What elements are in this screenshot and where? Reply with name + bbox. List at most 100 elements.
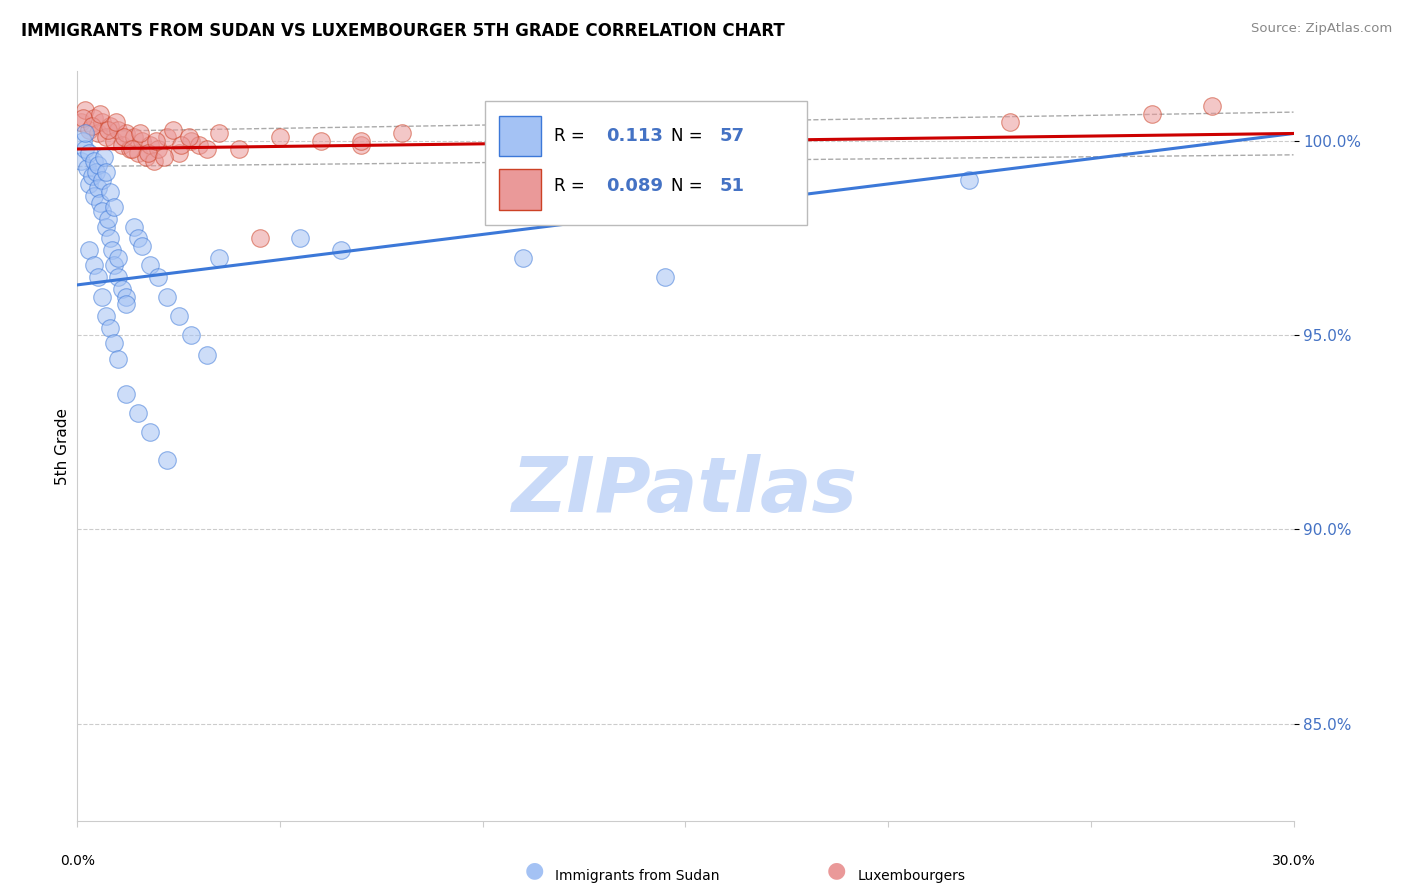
- Point: [111, 282, 134, 296]
- Point: [139, 138, 162, 153]
- Point: [86, 270, 108, 285]
- Point: [177, 130, 200, 145]
- Point: [155, 452, 177, 467]
- Point: [139, 425, 162, 440]
- Point: [131, 239, 153, 253]
- Text: 57: 57: [720, 127, 745, 145]
- Point: [162, 122, 184, 136]
- Point: [143, 153, 166, 168]
- Text: ●: ●: [827, 860, 846, 880]
- Point: [391, 127, 413, 141]
- Point: [167, 309, 190, 323]
- Point: [98, 320, 121, 334]
- Point: [79, 122, 101, 136]
- FancyBboxPatch shape: [499, 116, 541, 156]
- Y-axis label: 5th Grade: 5th Grade: [55, 408, 70, 484]
- Point: [512, 251, 534, 265]
- Point: [86, 181, 108, 195]
- Point: [103, 336, 125, 351]
- Point: [195, 348, 218, 362]
- Point: [72, 134, 94, 148]
- Point: [122, 130, 145, 145]
- Text: ●: ●: [524, 860, 544, 880]
- Point: [86, 157, 108, 171]
- Point: [167, 145, 190, 160]
- Point: [180, 134, 202, 148]
- Text: 51: 51: [720, 178, 745, 195]
- Point: [83, 111, 105, 125]
- Point: [1140, 107, 1163, 121]
- Point: [115, 127, 138, 141]
- Point: [75, 142, 97, 156]
- Point: [84, 165, 107, 179]
- Point: [155, 130, 177, 145]
- Point: [122, 219, 145, 234]
- Point: [97, 122, 120, 136]
- Text: 0.089: 0.089: [606, 178, 664, 195]
- Point: [136, 145, 159, 160]
- Point: [79, 145, 101, 160]
- Point: [107, 122, 129, 136]
- Point: [94, 165, 117, 179]
- Point: [735, 122, 758, 136]
- Point: [654, 270, 676, 285]
- Point: [155, 289, 177, 303]
- Point: [127, 231, 149, 245]
- Point: [309, 134, 332, 148]
- Point: [208, 127, 231, 141]
- Point: [249, 231, 271, 245]
- Point: [121, 142, 143, 156]
- Point: [98, 185, 121, 199]
- Point: [350, 134, 373, 148]
- Point: [208, 251, 231, 265]
- Point: [228, 142, 250, 156]
- Point: [83, 153, 105, 168]
- Point: [94, 309, 117, 323]
- Point: [98, 119, 121, 133]
- Point: [957, 173, 980, 187]
- Point: [111, 138, 134, 153]
- Point: [80, 119, 103, 133]
- Point: [329, 243, 352, 257]
- Point: [115, 297, 138, 311]
- Point: [86, 127, 108, 141]
- Text: R =: R =: [554, 127, 585, 145]
- Point: [129, 127, 152, 141]
- Point: [103, 259, 125, 273]
- Point: [188, 138, 211, 153]
- Point: [107, 251, 129, 265]
- Point: [75, 103, 97, 118]
- Text: N =: N =: [671, 127, 703, 145]
- Point: [103, 200, 125, 214]
- Point: [135, 150, 157, 164]
- Point: [90, 289, 112, 303]
- Text: Luxembourgers: Luxembourgers: [858, 869, 966, 883]
- Point: [170, 138, 193, 153]
- Point: [131, 134, 153, 148]
- Point: [998, 115, 1021, 129]
- Text: ZIPatlas: ZIPatlas: [512, 454, 859, 528]
- Point: [350, 138, 373, 153]
- Point: [72, 111, 94, 125]
- Text: 30.0%: 30.0%: [1271, 855, 1316, 868]
- Text: N =: N =: [671, 178, 703, 195]
- Point: [89, 107, 111, 121]
- Point: [112, 130, 135, 145]
- Point: [89, 196, 111, 211]
- Point: [97, 211, 120, 226]
- Point: [195, 142, 218, 156]
- Point: [139, 259, 162, 273]
- Point: [148, 142, 170, 156]
- Point: [148, 270, 170, 285]
- Point: [90, 173, 112, 187]
- Point: [1201, 99, 1223, 113]
- Point: [90, 115, 112, 129]
- Point: [70, 153, 93, 168]
- Text: R =: R =: [554, 178, 585, 195]
- Point: [107, 351, 129, 366]
- Point: [93, 150, 115, 164]
- Point: [76, 161, 98, 176]
- Point: [103, 134, 125, 148]
- Text: IMMIGRANTS FROM SUDAN VS LUXEMBOURGER 5TH GRADE CORRELATION CHART: IMMIGRANTS FROM SUDAN VS LUXEMBOURGER 5T…: [21, 22, 785, 40]
- Point: [290, 231, 312, 245]
